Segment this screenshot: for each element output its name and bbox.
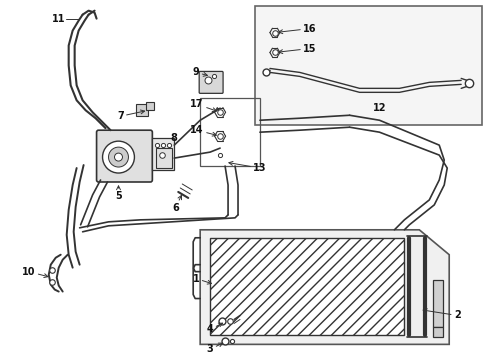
Text: 14: 14: [190, 125, 216, 136]
Bar: [156, 148, 172, 168]
Text: 11: 11: [52, 14, 65, 24]
Text: 5: 5: [115, 186, 122, 201]
Bar: [432, 280, 442, 328]
Text: 2: 2: [422, 309, 460, 320]
Text: 7: 7: [117, 110, 144, 121]
Bar: [200, 98, 260, 166]
Text: 16: 16: [278, 24, 316, 33]
Text: 4: 4: [206, 323, 222, 334]
Circle shape: [102, 141, 134, 173]
Text: 10: 10: [22, 267, 48, 278]
Text: 9: 9: [192, 67, 207, 77]
FancyBboxPatch shape: [96, 130, 152, 182]
Bar: [152, 138, 174, 170]
Bar: [254, 6, 481, 125]
Text: 17: 17: [190, 99, 216, 112]
Bar: [432, 328, 442, 337]
Circle shape: [114, 153, 122, 161]
FancyBboxPatch shape: [199, 71, 223, 93]
Text: 6: 6: [172, 195, 181, 213]
Text: 3: 3: [206, 343, 222, 354]
Text: 15: 15: [278, 44, 316, 54]
Text: 1: 1: [192, 274, 211, 284]
Text: 12: 12: [372, 103, 386, 113]
Text: 8: 8: [170, 133, 177, 143]
Text: 13: 13: [228, 162, 266, 173]
Circle shape: [108, 147, 128, 167]
Polygon shape: [200, 230, 448, 345]
Bar: [210, 238, 404, 336]
